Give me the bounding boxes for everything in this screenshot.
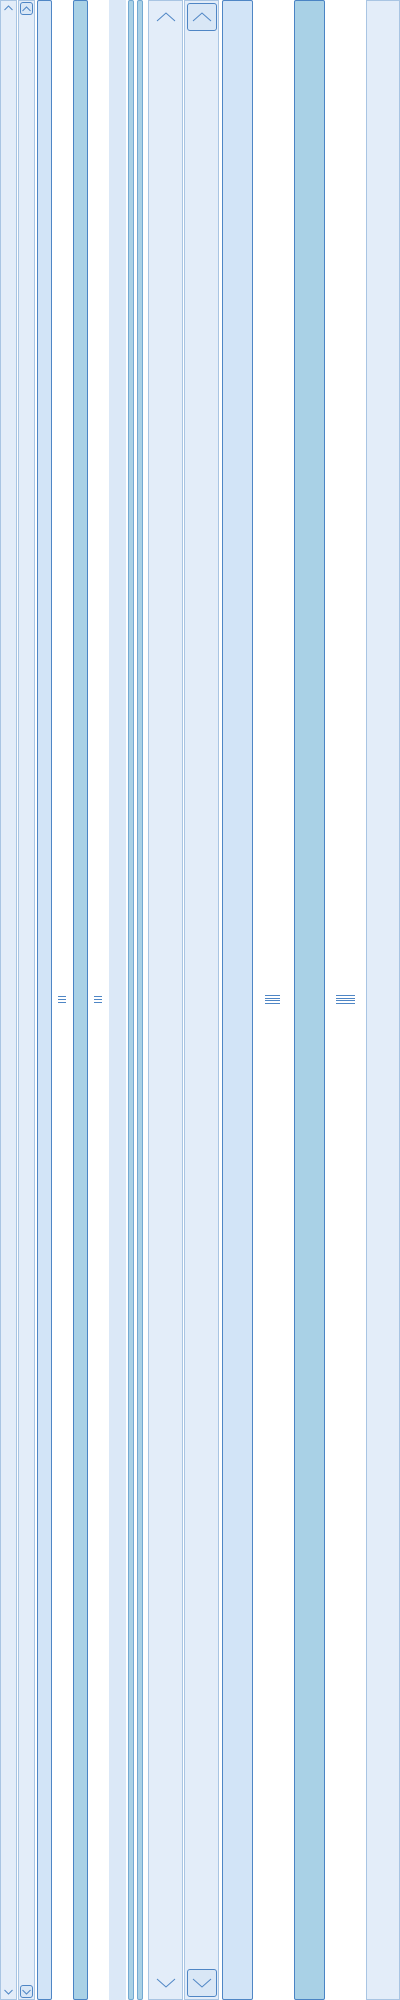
scrollbar-1[interactable] (0, 0, 17, 2000)
chevron-up-icon (156, 12, 175, 22)
scrollbar-6[interactable] (148, 0, 183, 2000)
scroll-down-button[interactable] (20, 1985, 33, 1998)
scrollbar-3-thumb[interactable] (37, 0, 52, 2000)
chevron-down-icon (156, 1978, 175, 1988)
chevron-up-icon (4, 5, 13, 11)
scroll-up-button[interactable] (20, 2, 33, 15)
scrollbar-4-thumb[interactable] (73, 0, 88, 2000)
scroll-down-button[interactable] (2, 1986, 15, 1998)
scrollbar-10-track[interactable] (366, 0, 400, 2000)
scroll-down-button[interactable] (187, 1969, 217, 1997)
scrollbar-5-rail-left[interactable] (128, 0, 134, 2000)
chevron-down-icon (192, 1978, 212, 1988)
scrollbar-9-thumb[interactable] (294, 0, 325, 2000)
chevron-up-icon (192, 12, 212, 22)
grip-icon (265, 995, 280, 1004)
scroll-up-button[interactable] (2, 2, 15, 14)
scrollbar-7[interactable] (184, 0, 219, 2000)
scrollbar-5-rail-right[interactable] (137, 0, 143, 2000)
chevron-up-icon (22, 5, 31, 11)
chevron-down-icon (22, 1989, 31, 1995)
grip-icon (94, 996, 102, 1003)
scrollbar-8-thumb[interactable] (222, 0, 253, 2000)
scrollbar-5-track[interactable] (109, 0, 126, 2000)
scrollbar-2[interactable] (18, 0, 35, 2000)
scroll-down-button[interactable] (153, 1973, 178, 1993)
grip-icon (336, 995, 355, 1004)
chevron-down-icon (4, 1989, 13, 1995)
scroll-up-button[interactable] (187, 3, 217, 31)
grip-icon (58, 996, 66, 1003)
scroll-up-button[interactable] (153, 7, 178, 27)
